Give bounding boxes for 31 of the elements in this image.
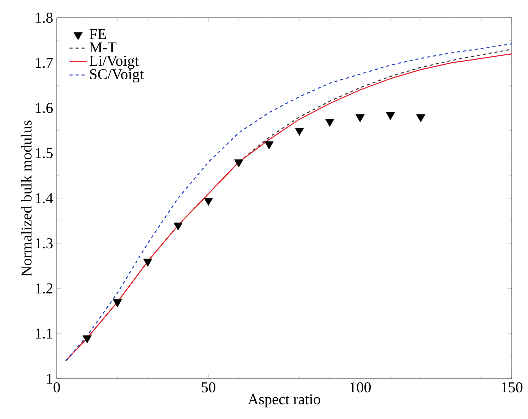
y-tick-label: 1.5 <box>36 148 53 158</box>
y-tick-label: 1.6 <box>36 103 54 114</box>
y-tick-label: 1 <box>47 374 53 384</box>
x-axis-title: Aspect ratio <box>248 394 320 408</box>
point <box>143 258 153 267</box>
point <box>113 300 122 308</box>
point <box>356 114 365 122</box>
point <box>264 142 274 150</box>
legend-label: Li/Voigt <box>90 56 140 70</box>
y-axis-title: Normalized bulk modulus <box>21 120 32 276</box>
y-tick-label: 1.4 <box>36 193 54 204</box>
point <box>234 160 244 168</box>
legend-label: SC/Voigt <box>90 69 144 83</box>
point <box>174 222 183 231</box>
point <box>325 119 335 127</box>
legend-label: M-T <box>90 42 117 53</box>
point <box>416 114 426 122</box>
y-tick-label: 1.8 <box>36 12 53 24</box>
y-tick-label: 1.7 <box>36 58 54 68</box>
x-tick-label: 50 <box>202 382 216 393</box>
legend-label: FE <box>90 29 106 40</box>
x-tick-label: 0 <box>54 382 60 393</box>
x-tick-label: 150 <box>502 382 523 393</box>
point <box>386 112 396 120</box>
y-tick-label: 1.3 <box>36 238 53 249</box>
point <box>204 198 214 206</box>
point <box>82 336 92 344</box>
y-tick-label: 1.2 <box>36 284 53 294</box>
y-tick-label: 1.1 <box>36 328 53 339</box>
point <box>295 128 304 136</box>
x-tick-label: 100 <box>350 382 372 393</box>
